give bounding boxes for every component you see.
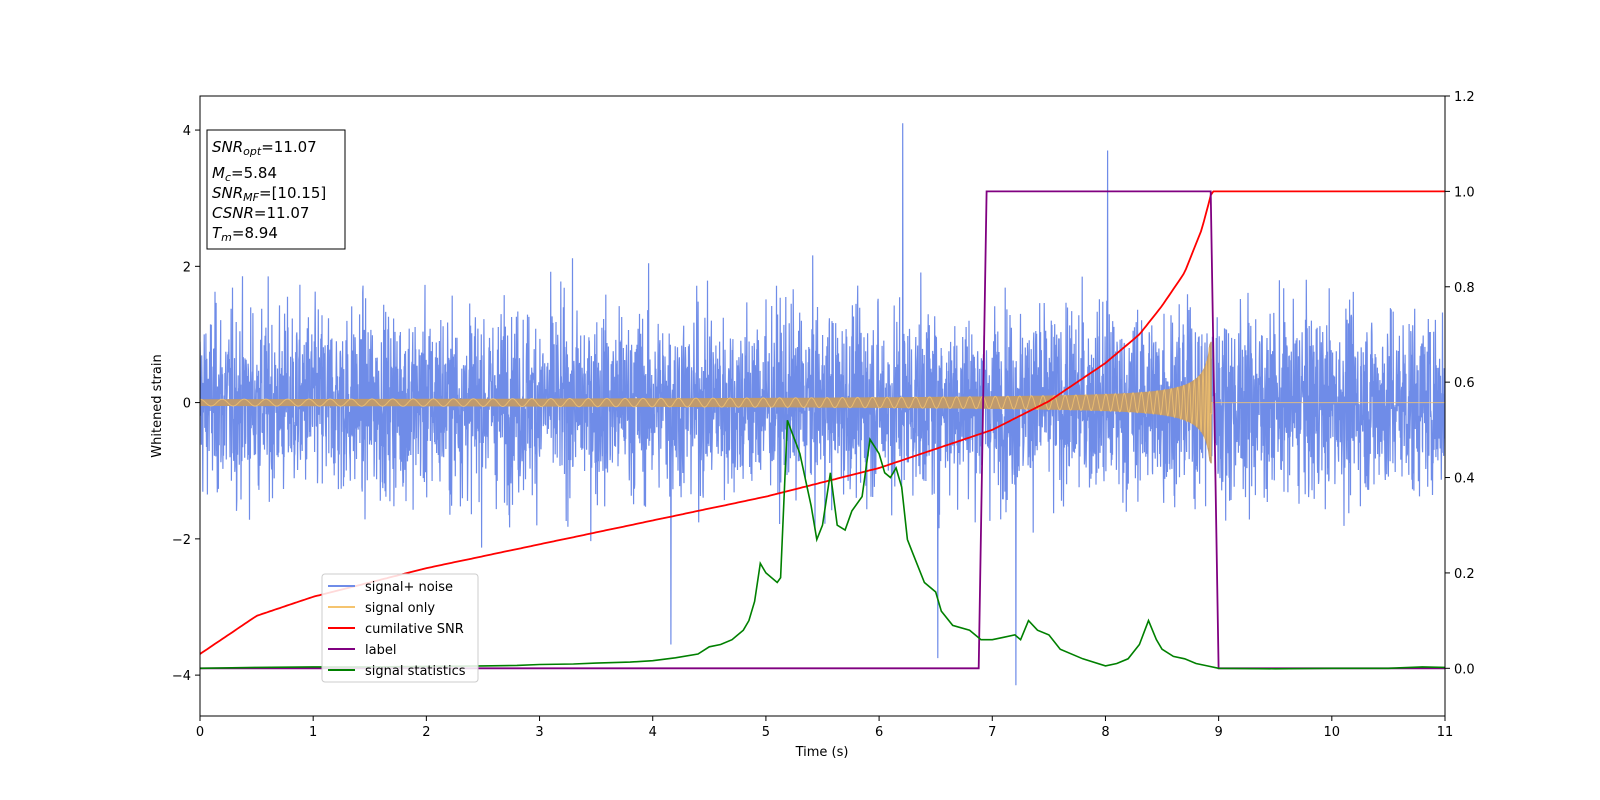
info-box-frame <box>206 129 346 250</box>
x-tick-label: 1 <box>309 725 317 740</box>
info-tm: Tm=8.94 <box>212 224 278 244</box>
legend-label-signal-only: signal only <box>365 601 435 616</box>
legend-label-cumulative-snr: cumilative SNR <box>365 622 464 637</box>
x-tick-label: 11 <box>1437 725 1454 740</box>
x-tick-label: 5 <box>762 725 770 740</box>
y-tick-label-right: 0.8 <box>1454 281 1475 296</box>
y-tick-label-right: 1.2 <box>1454 90 1475 105</box>
signal-only-line <box>200 347 1445 458</box>
info-snr-opt: SNRopt=11.07 <box>212 138 317 158</box>
x-tick-label: 7 <box>988 725 996 740</box>
y-tick-label-left: −4 <box>172 669 191 684</box>
y-tick-label-right: 0.2 <box>1454 567 1475 582</box>
x-tick-label: 2 <box>422 725 430 740</box>
y-tick-label-left: −2 <box>172 533 191 548</box>
signal-statistics-line <box>200 420 1445 670</box>
signal-noise-line <box>200 123 1445 686</box>
cumulative-snr-line <box>200 190 1445 655</box>
y-tick-label-right: 0.0 <box>1454 662 1475 677</box>
y-tick-label-right: 1.0 <box>1454 185 1475 200</box>
plot-frame <box>199 95 1446 717</box>
y-tick-label-left: 0 <box>183 397 191 412</box>
x-tick-label: 0 <box>196 725 204 740</box>
y-tick-label-left: 2 <box>183 260 191 275</box>
legend: signal+ noise signal only cumilative SNR… <box>321 573 479 683</box>
x-tick-label: 9 <box>1214 725 1222 740</box>
y-tick-label-left: 4 <box>183 124 191 139</box>
info-box: SNRopt=11.07 Mc=5.84 SNRMF=[10.15] CSNR=… <box>206 129 346 250</box>
x-tick-label: 8 <box>1101 725 1109 740</box>
legend-label-signal-noise: signal+ noise <box>365 580 453 595</box>
info-csnr: CSNR=11.07 <box>212 204 309 222</box>
y-tick-label-right: 0.6 <box>1454 376 1475 391</box>
y-axis-label-left: Whitened strain <box>150 354 165 457</box>
signal-only-envelope <box>200 341 1212 464</box>
x-tick-label: 3 <box>535 725 543 740</box>
x-tick-label: 10 <box>1324 725 1341 740</box>
series-layer <box>200 123 1445 686</box>
legend-label-signal-statistics: signal statistics <box>365 664 466 679</box>
legend-frame <box>321 573 479 683</box>
info-snr-mf: SNRMF=[10.15] <box>212 184 326 204</box>
y-tick-label-right: 0.4 <box>1454 472 1475 487</box>
legend-label-label: label <box>365 643 396 658</box>
x-tick-label: 4 <box>649 725 657 740</box>
ticks-layer: 0 1 2 3 4 5 6 7 8 9 10 11 −4 −2 0 2 4 0.0 0.2 0.4 0.6 0.8 1.0 1… <box>172 90 1475 740</box>
info-mc: Mc=5.84 <box>212 164 277 184</box>
x-tick-label: 6 <box>875 725 883 740</box>
x-axis-label: Time (s) <box>795 745 849 760</box>
